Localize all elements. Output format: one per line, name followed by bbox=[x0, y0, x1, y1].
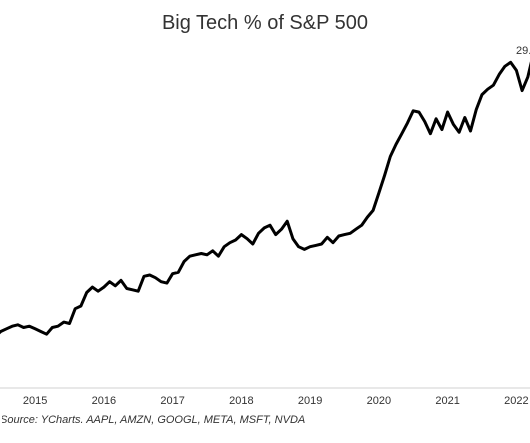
source-note: Source: YCharts. AAPL, AMZN, GOOGL, META… bbox=[0, 414, 306, 426]
x-tick-label: 2015 bbox=[23, 395, 47, 407]
x-tick-label: 2022 bbox=[504, 395, 528, 407]
end-value-label: 29. bbox=[516, 45, 530, 57]
x-tick-label: 2017 bbox=[160, 395, 184, 407]
series-line bbox=[0, 60, 530, 336]
x-tick-label: 2016 bbox=[92, 395, 116, 407]
x-tick-label: 2021 bbox=[435, 395, 459, 407]
chart-title: Big Tech % of S&P 500 bbox=[161, 12, 369, 34]
x-tick-label: 2019 bbox=[298, 395, 322, 407]
x-axis-ticks: 2015 2016 2017 2018 2019 2020 2021 2022 bbox=[23, 395, 529, 407]
x-tick-label: 2018 bbox=[229, 395, 253, 407]
x-tick-label: 2020 bbox=[367, 395, 391, 407]
